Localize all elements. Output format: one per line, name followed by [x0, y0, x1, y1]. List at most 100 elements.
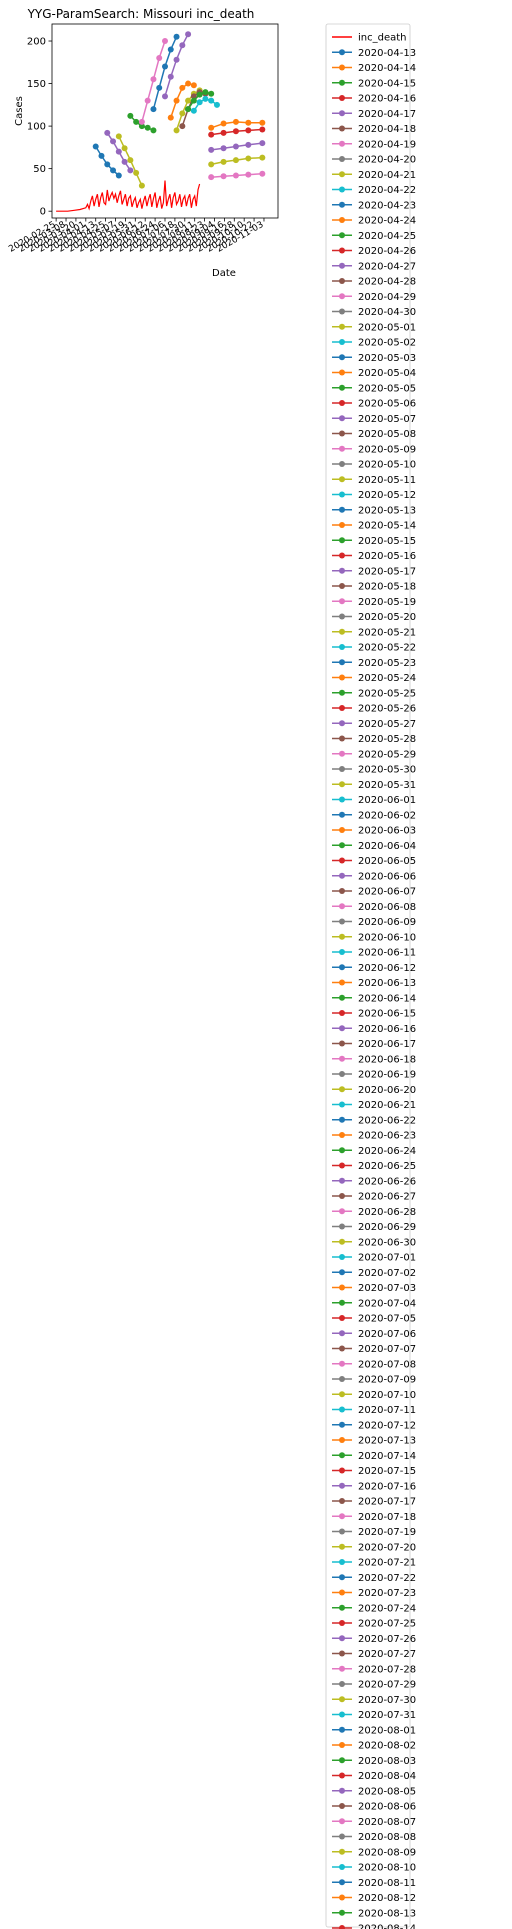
- legend-swatch-marker: [339, 1574, 345, 1581]
- legend-swatch-marker: [339, 186, 345, 193]
- legend-entry-label: 2020-06-22: [358, 1115, 416, 1126]
- forecast-point: [115, 148, 122, 155]
- legend-entry-label: 2020-05-11: [358, 475, 416, 486]
- legend-swatch-marker: [339, 1345, 345, 1352]
- forecast-point: [202, 95, 209, 102]
- legend-entry-label: 2020-07-19: [358, 1527, 416, 1538]
- legend-entry-label: 2020-07-08: [358, 1359, 416, 1370]
- forecast-point: [173, 127, 180, 134]
- legend-entry-label: 2020-06-28: [358, 1207, 416, 1218]
- legend-entry-label: 2020-05-31: [358, 780, 416, 791]
- legend-entry-label: 2020-08-11: [358, 1878, 416, 1889]
- legend-swatch-marker: [339, 156, 345, 162]
- legend-swatch-marker: [339, 567, 345, 574]
- legend-entry-label: 2020-07-20: [358, 1542, 416, 1553]
- legend-entry-label: 2020-08-14: [358, 1924, 416, 1929]
- legend-swatch-marker: [339, 903, 345, 910]
- legend-entry-label: 2020-06-27: [358, 1192, 416, 1203]
- legend-swatch-marker: [339, 674, 345, 681]
- forecast-point: [144, 97, 151, 104]
- forecast-point: [232, 128, 239, 135]
- legend-swatch-marker: [339, 1116, 345, 1123]
- forecast-point: [208, 97, 215, 104]
- legend-swatch-marker: [339, 1513, 345, 1520]
- legend-entry-label: 2020-05-23: [358, 658, 416, 669]
- forecast-point: [179, 42, 186, 49]
- legend-swatch-marker: [339, 217, 345, 223]
- legend-entry-label: 2020-06-16: [358, 1024, 416, 1035]
- legend-entry-label: 2020-05-19: [358, 597, 416, 608]
- legend-swatch-marker: [339, 537, 345, 544]
- forecast-point: [110, 167, 117, 174]
- legend-swatch-marker: [339, 1162, 345, 1169]
- legend-entry-label: 2020-04-19: [358, 139, 416, 150]
- legend-entry-label: 2020-07-11: [358, 1405, 416, 1416]
- legend-entry-label: 2020-07-13: [358, 1436, 416, 1447]
- legend-entry-label: 2020-07-12: [358, 1420, 416, 1431]
- legend-entry-label: 2020-05-03: [358, 353, 416, 364]
- truth-series-layer: [56, 180, 201, 212]
- legend-entry-label: 2020-07-26: [358, 1634, 416, 1645]
- forecast-point: [150, 106, 157, 113]
- forecast-point: [208, 174, 215, 181]
- y-tick-label: 50: [33, 164, 46, 175]
- legend-entry-label: 2020-05-22: [358, 643, 416, 654]
- legend-entry-label: 2020-05-15: [358, 536, 416, 547]
- legend-entry-label: 2020-04-27: [358, 261, 416, 272]
- legend-swatch-marker: [339, 659, 345, 666]
- legend-entry-label: 2020-05-14: [358, 521, 416, 532]
- legend-swatch-marker: [339, 1360, 345, 1367]
- legend-entry-label: 2020-06-12: [358, 963, 416, 974]
- legend-entry-label: 2020-06-04: [358, 841, 416, 852]
- forecast-point: [196, 99, 203, 106]
- legend-entry-label: 2020-04-29: [358, 292, 416, 303]
- forecast-point: [220, 129, 227, 136]
- legend-entry-label: 2020-07-22: [358, 1573, 416, 1584]
- legend-swatch-marker: [339, 1711, 345, 1718]
- forecast-point: [245, 119, 252, 126]
- forecast-point: [173, 97, 180, 104]
- forecast-point: [162, 63, 168, 70]
- legend-entry-label: 2020-07-14: [358, 1451, 416, 1462]
- legend-entry-label: 2020-07-09: [358, 1375, 416, 1386]
- legend-entry-label: 2020-07-23: [358, 1588, 416, 1599]
- legend-swatch-marker: [339, 1376, 345, 1382]
- legend-swatch-marker: [339, 125, 345, 132]
- legend-swatch-marker: [339, 232, 345, 239]
- legend-swatch-marker: [339, 872, 345, 879]
- forecast-point: [245, 155, 252, 162]
- forecast-point: [220, 173, 227, 180]
- legend-entry-label: 2020-06-03: [358, 826, 416, 837]
- legend-swatch-marker: [339, 1589, 345, 1596]
- legend-entry-label: 2020-08-03: [358, 1756, 416, 1767]
- forecast-point: [138, 182, 145, 189]
- forecast-point: [144, 124, 151, 131]
- inc-death-line: [56, 180, 201, 212]
- legend-entry-label: 2020-08-07: [358, 1817, 416, 1828]
- legend-entry-label: 2020-05-20: [358, 612, 416, 623]
- y-axis-ticks: 0 50 100 150 200: [27, 37, 52, 218]
- legend-entry-label: 2020-07-31: [358, 1710, 416, 1721]
- legend-swatch-marker: [339, 1757, 345, 1764]
- legend-swatch-marker: [339, 1254, 345, 1260]
- legend-entry-label: 2020-07-04: [358, 1298, 416, 1309]
- legend-entry-label: 2020-04-21: [358, 170, 416, 181]
- legend-entry-label: 2020-05-18: [358, 582, 416, 593]
- legend-swatch-marker: [339, 1208, 345, 1215]
- legend-swatch-marker: [339, 384, 345, 391]
- chart-title: YYG-ParamSearch: Missouri inc_death: [27, 7, 255, 21]
- legend-entry-label: 2020-05-10: [358, 460, 416, 471]
- legend-swatch-marker: [339, 430, 345, 437]
- legend-swatch-marker: [339, 628, 345, 635]
- legend-swatch-marker: [339, 735, 345, 742]
- legend-entry-label: 2020-06-09: [358, 917, 416, 928]
- legend-entry-label: 2020-05-28: [358, 734, 416, 745]
- legend-entry-label: 2020-06-26: [358, 1176, 416, 1187]
- legend-swatch-marker: [339, 766, 345, 772]
- legend-swatch-marker: [339, 949, 345, 955]
- legend-swatch-marker: [339, 1604, 345, 1611]
- legend-swatch-marker: [339, 1787, 345, 1794]
- legend-entry-label: 2020-04-17: [358, 109, 416, 120]
- legend-entry-label: 2020-05-24: [358, 673, 416, 684]
- legend-swatch-marker: [339, 1559, 345, 1565]
